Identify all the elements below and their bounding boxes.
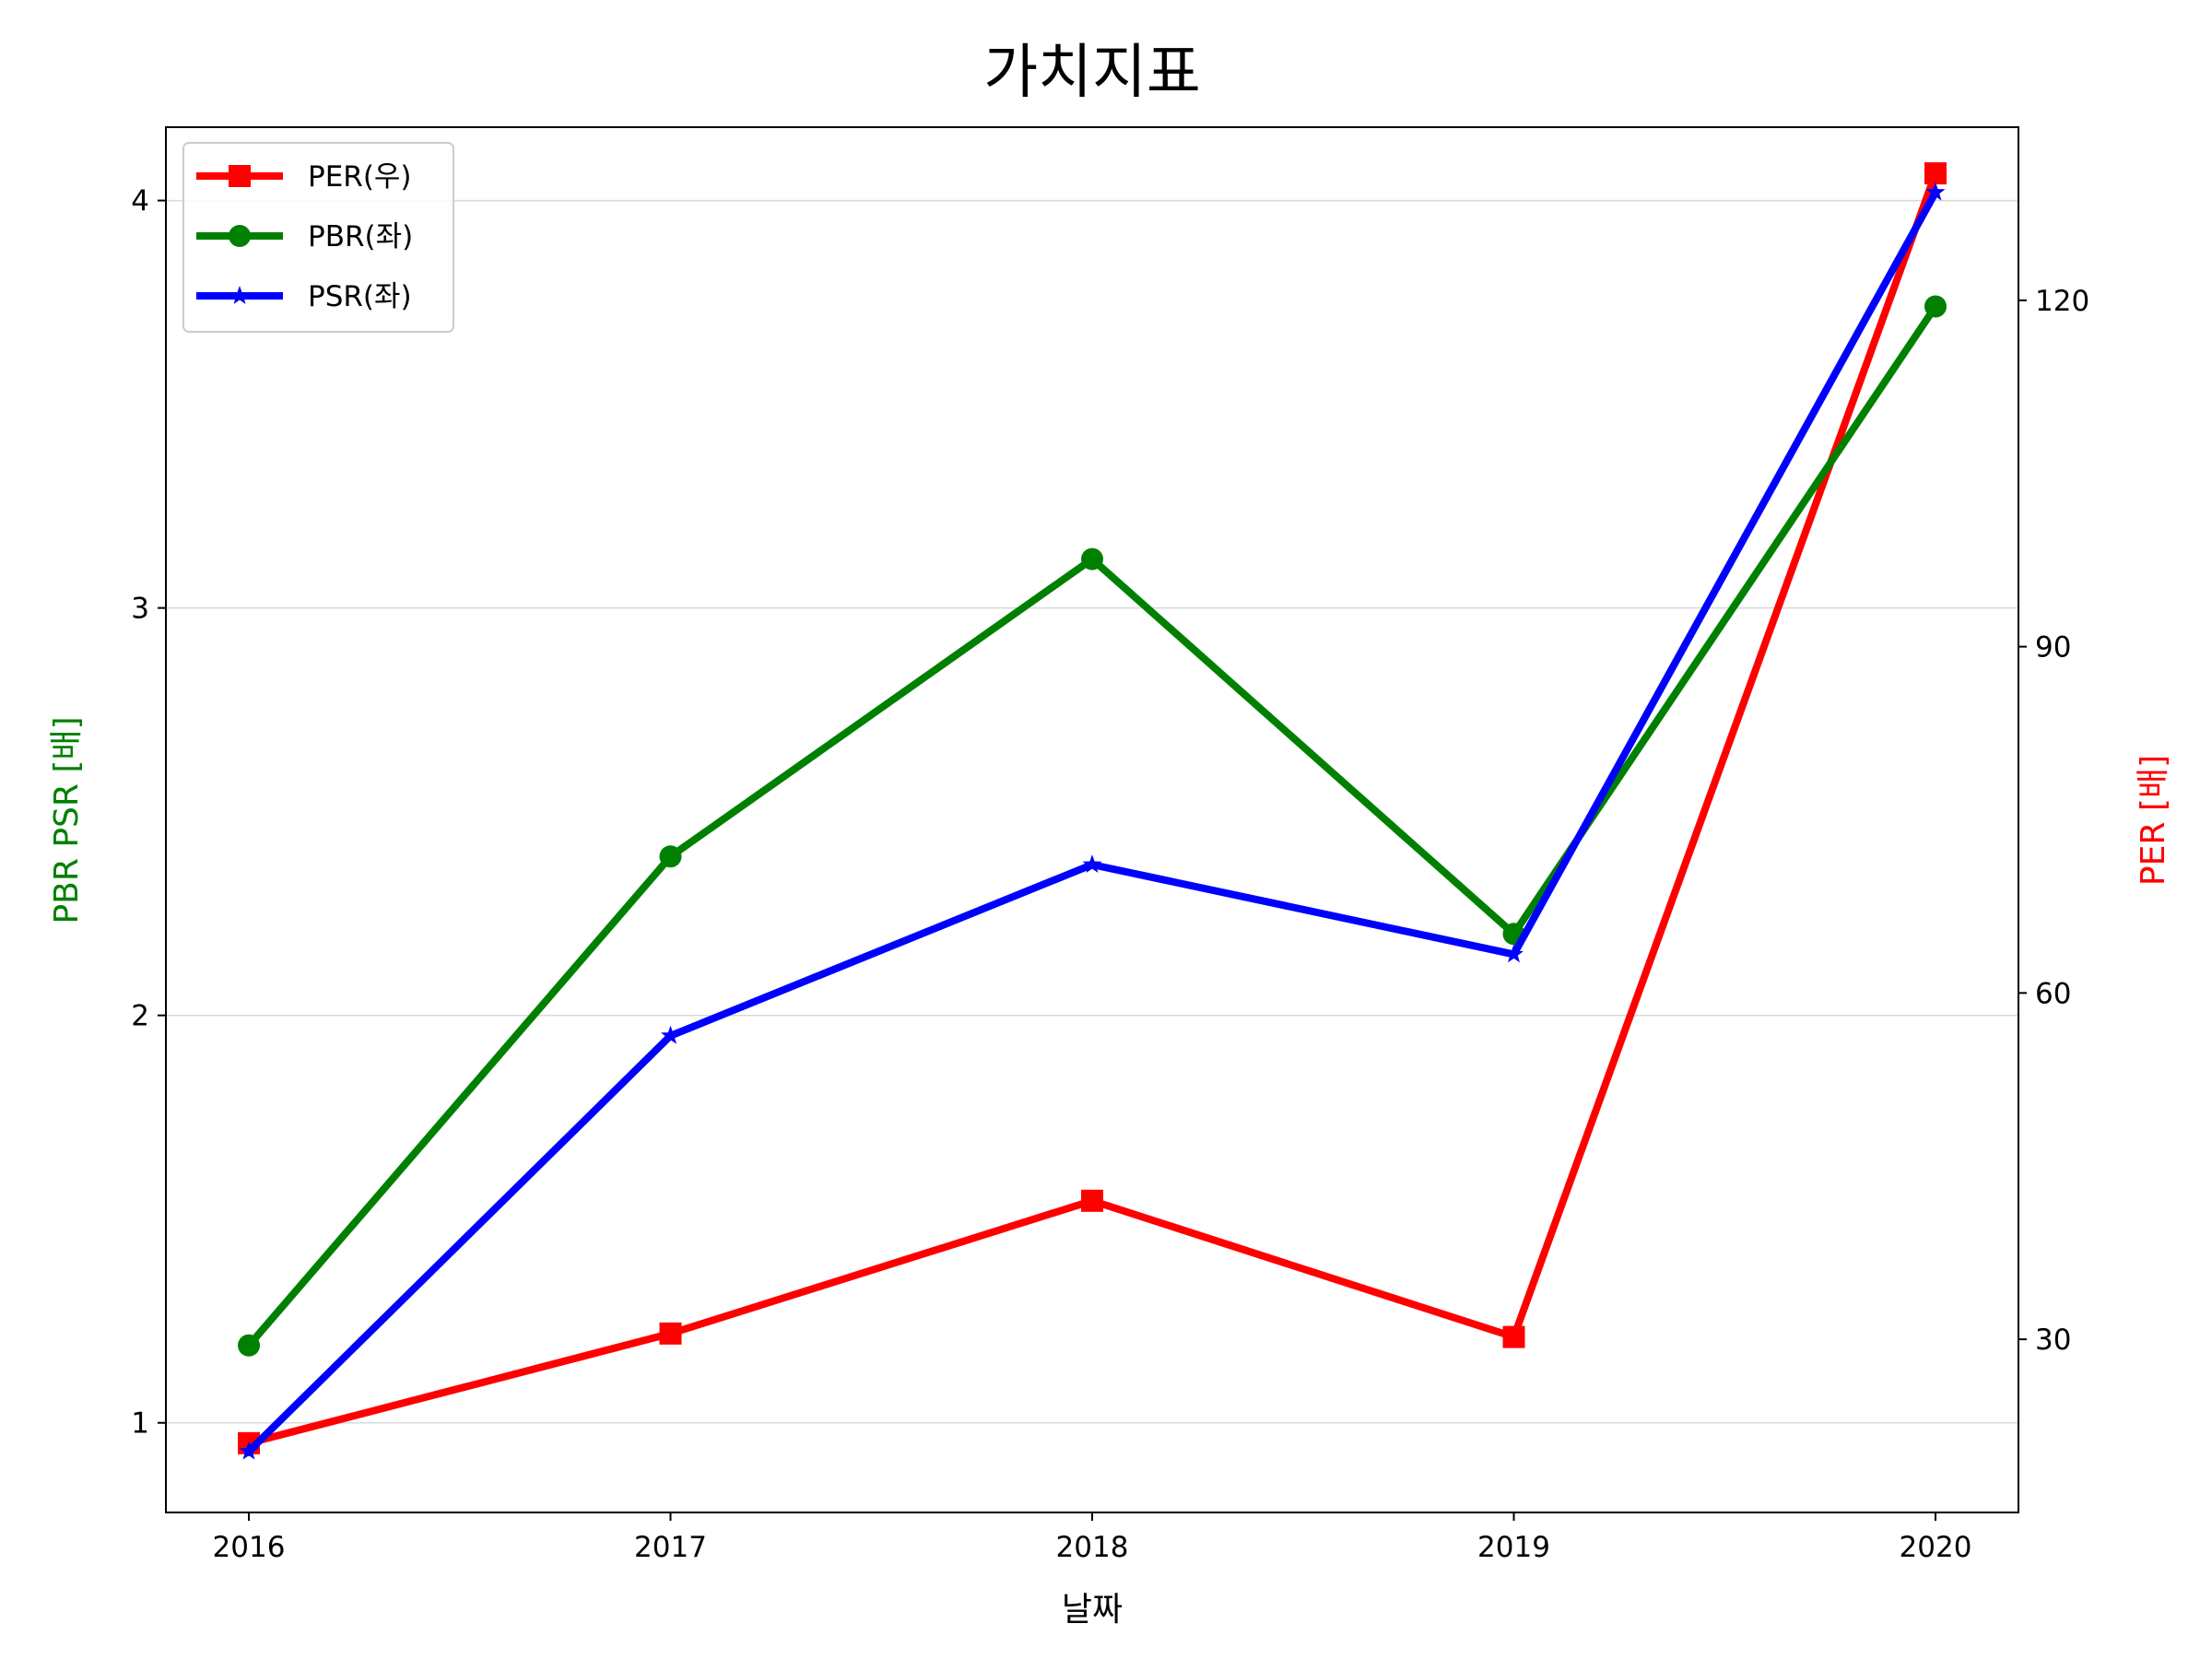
legend-items: PER(우) PBR(좌) PSR(좌)	[196, 160, 413, 313]
data-point-per	[1081, 1189, 1103, 1212]
tick-label-y-left: 2	[131, 1000, 149, 1033]
tick-label-y-right: 30	[2035, 1324, 2071, 1357]
y-axis-left-label: PBR PSR [배]	[48, 716, 86, 924]
tick-label-x: 2016	[213, 1531, 286, 1564]
legend-marker-psr	[229, 286, 250, 304]
tick-label-x: 2018	[1056, 1531, 1129, 1564]
chart-title: 가치지표	[983, 39, 1201, 107]
legend-label-psr: PSR(좌)	[308, 280, 412, 313]
legend-label-pbr: PBR(좌)	[308, 220, 413, 253]
data-point-psr	[661, 1025, 680, 1044]
legend-item-psr: PSR(좌)	[196, 280, 412, 313]
tick-label-y-left: 1	[131, 1407, 149, 1441]
legend-marker-per	[229, 165, 251, 187]
data-point-per	[1924, 162, 1947, 185]
tick-label-y-left: 3	[131, 593, 149, 626]
tick-label-y-right: 120	[2035, 285, 2089, 318]
tick-label-y-left: 4	[131, 185, 149, 218]
legend-label-per: PER(우)	[308, 160, 412, 194]
legend-frame	[182, 142, 454, 333]
series-layer	[238, 162, 1947, 1460]
data-point-psr	[1082, 854, 1102, 873]
y-axis-right-label: PER [배]	[2135, 755, 2172, 886]
data-point-psr	[1504, 944, 1524, 963]
data-point-pbr	[1081, 547, 1103, 571]
tick-label-x: 2019	[1477, 1531, 1550, 1564]
tick-label-y-right: 60	[2035, 977, 2071, 1010]
legend-item-per: PER(우)	[196, 160, 412, 194]
tick-layer: 1 2 3 4 30 60 90 120 2016 2017 2018 2019 2020	[131, 185, 2089, 1564]
data-point-pbr	[1924, 295, 1947, 318]
tick-label-x: 2020	[1900, 1531, 1972, 1564]
series-psr	[239, 182, 1946, 1460]
plot-area-frame	[165, 126, 2019, 1513]
tick-label-y-right: 90	[2035, 631, 2071, 665]
legend-item-pbr: PBR(좌)	[196, 220, 413, 253]
data-point-pbr	[238, 1334, 260, 1357]
data-point-per	[1502, 1325, 1525, 1348]
x-axis-label: 날짜	[1062, 1591, 1123, 1629]
data-point-psr	[1925, 182, 1946, 201]
tick-label-x: 2017	[634, 1531, 707, 1564]
data-point-per	[659, 1322, 682, 1345]
data-point-psr	[239, 1441, 259, 1460]
legend: PER(우) PBR(좌) PSR(좌)	[182, 142, 454, 333]
legend-marker-pbr	[229, 225, 251, 247]
data-point-pbr	[659, 845, 682, 868]
